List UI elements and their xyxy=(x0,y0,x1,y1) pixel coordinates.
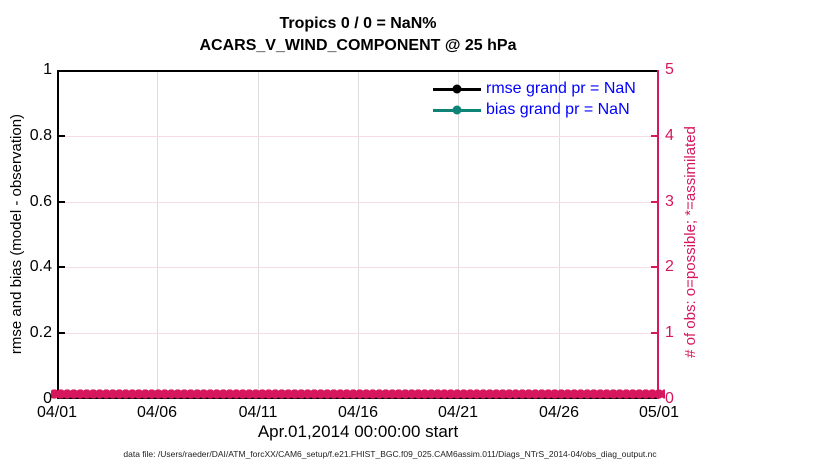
right-ytick-label: 0 xyxy=(665,390,674,407)
left-axis-tick xyxy=(57,135,65,137)
rmse-circle-marker-icon xyxy=(452,84,462,94)
gridline-vertical xyxy=(258,70,259,399)
right-ytick-label: 3 xyxy=(665,193,674,210)
axis-spine-right xyxy=(657,70,659,399)
bias-line-sample xyxy=(433,105,481,115)
legend-label-bias: bias grand pr = NaN xyxy=(486,101,630,118)
xtick-label: 04/16 xyxy=(337,404,379,421)
right-axis-tick xyxy=(651,201,659,203)
bias-circle-marker-icon xyxy=(452,105,462,115)
axis-spine-top xyxy=(57,70,659,72)
xtick-label: 04/26 xyxy=(538,404,580,421)
gridline-horizontal xyxy=(57,136,659,137)
gridline-horizontal xyxy=(57,202,659,203)
gridline-horizontal xyxy=(57,333,659,334)
right-y-axis-label: # of obs: o=possible; *=assimilated xyxy=(682,126,699,358)
left-axis-tick xyxy=(57,201,65,203)
left-axis-tick xyxy=(57,266,65,268)
gridline-vertical xyxy=(157,70,158,399)
left-ytick-label: 0.2 xyxy=(29,324,52,341)
left-ytick-label: 0.6 xyxy=(29,193,52,210)
gridline-horizontal xyxy=(57,267,659,268)
left-ytick-label: 0.8 xyxy=(29,127,52,144)
title-line-2: ACARS_V_WIND_COMPONENT @ 25 hPa xyxy=(199,37,517,54)
axis-spine-left xyxy=(57,70,59,399)
xtick-label: 04/01 xyxy=(36,404,78,421)
data-file-caption: data file: /Users/raeder/DAI/ATM_forcXX/… xyxy=(123,449,657,459)
right-ytick-label: 5 xyxy=(665,61,674,78)
gridline-vertical xyxy=(559,70,560,399)
right-ytick-label: 1 xyxy=(665,324,674,341)
legend: rmse grand pr = NaN bias grand pr = NaN xyxy=(433,80,636,123)
xtick-label: 04/06 xyxy=(136,404,178,421)
chart-title: Tropics 0 / 0 = NaN% ACARS_V_WIND_COMPON… xyxy=(58,13,658,57)
gridline-vertical xyxy=(458,70,459,399)
right-axis-tick xyxy=(651,266,659,268)
title-line-1: Tropics 0 / 0 = NaN% xyxy=(279,15,437,32)
x-axis-label: Apr.01,2014 00:00:00 start xyxy=(257,422,459,441)
legend-entry-bias: bias grand pr = NaN xyxy=(433,101,636,118)
obs-count-marker-band xyxy=(51,389,665,399)
plot-area: rmse grand pr = NaN bias grand pr = NaN xyxy=(51,70,665,399)
left-ytick-label: 0.4 xyxy=(29,258,52,275)
left-ytick-label: 1 xyxy=(43,61,52,78)
left-axis-tick xyxy=(57,332,65,334)
xtick-label: 04/11 xyxy=(238,404,278,421)
legend-label-rmse: rmse grand pr = NaN xyxy=(486,80,636,97)
legend-entry-rmse: rmse grand pr = NaN xyxy=(433,80,636,97)
right-axis-tick xyxy=(651,135,659,137)
gridline-vertical xyxy=(358,70,359,399)
right-ytick-label: 2 xyxy=(665,258,674,275)
left-ytick-label: 0 xyxy=(43,390,52,407)
rmse-line-sample xyxy=(433,84,481,94)
left-y-axis-label: rmse and bias (model - observation) xyxy=(8,113,25,355)
right-ytick-label: 4 xyxy=(665,127,674,144)
xtick-label: 04/21 xyxy=(437,404,479,421)
xtick-label: 05/01 xyxy=(638,404,680,421)
right-axis-tick xyxy=(651,332,659,334)
